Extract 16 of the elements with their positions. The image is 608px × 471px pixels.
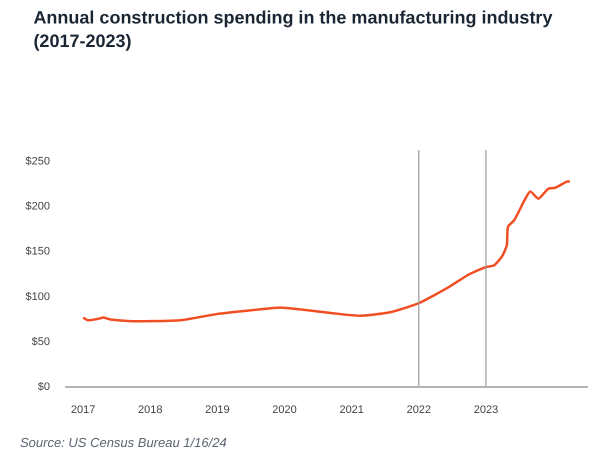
y-tick-label: $100 xyxy=(26,290,50,303)
x-tick-label: 2022 xyxy=(406,404,432,416)
y-tick-label: $50 xyxy=(32,336,50,348)
x-tick-label: 2017 xyxy=(70,404,96,416)
line-series xyxy=(82,180,572,322)
x-tick-label: 2020 xyxy=(272,404,297,416)
y-tick-label: $0 xyxy=(38,380,50,393)
chart-title: Annual construction spending in the manufacturing industry (2017-2023) xyxy=(33,8,552,51)
x-tick-label: 2021 xyxy=(339,404,364,416)
x-tick-label: 2019 xyxy=(205,404,230,416)
y-tick-label: $150 xyxy=(26,246,50,258)
x-tick-label: 2023 xyxy=(474,404,498,416)
y-tick-label: $250 xyxy=(26,156,50,168)
x-tick-label: 2018 xyxy=(138,404,162,416)
y-tick-label: $200 xyxy=(26,200,50,213)
source-note: Source: US Census Bureau 1/16/24 xyxy=(20,435,227,450)
